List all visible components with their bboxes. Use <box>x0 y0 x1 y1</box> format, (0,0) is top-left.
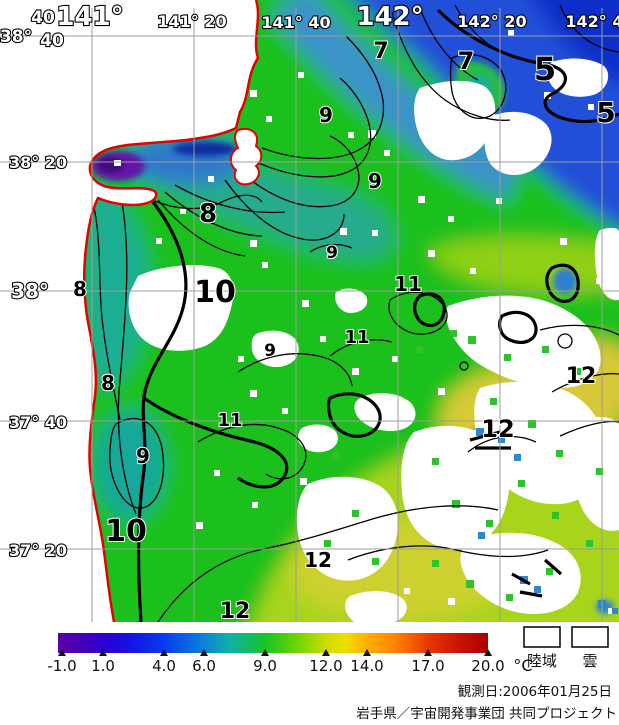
colorbar-tick-mark <box>363 649 371 656</box>
colorbar-tick-label: 12.0 <box>309 657 342 675</box>
contour-label: 10 <box>105 514 147 549</box>
contour-label: 12 <box>220 599 251 624</box>
contour-label: 8 <box>73 277 87 301</box>
longitude-label: 141° 20 <box>157 12 226 31</box>
latitude-label: 38° 20 <box>9 153 67 172</box>
contour-label: 8 <box>199 199 217 229</box>
credit-line: 岩手県／宇宙開発事業団 共同プロジェクト <box>356 706 617 722</box>
corner-label: 38° <box>0 27 32 47</box>
colorbar-tick-label: 9.0 <box>253 657 277 675</box>
longitude-label: 142° <box>356 2 423 32</box>
longitude-label: 142° 40 <box>565 12 619 31</box>
longitude-label: 141° 40 <box>261 13 330 32</box>
latitude-labels: 38° 20 38° 37° 40 37° 20 <box>8 152 68 561</box>
colorbar-unit: °C <box>513 656 532 675</box>
colorbar-tick-label: 1.0 <box>91 657 115 675</box>
contour-label: 12 <box>304 548 332 572</box>
legend-land-box <box>523 626 561 648</box>
contour-label: 9 <box>264 341 276 361</box>
colorbar-tick-labels: -1.0 1.0 4.0 6.0 9.0 12.0 14.0 17.0 20.0 <box>47 649 505 675</box>
latitude-label: 38° <box>11 279 49 303</box>
legend-cloud-box <box>571 626 609 648</box>
contour-label: 11 <box>217 410 242 431</box>
colorbar-tick-label: 4.0 <box>152 657 176 675</box>
colorbar-tick-mark <box>322 649 330 656</box>
contour-label: 7 <box>373 39 388 64</box>
colorbar-tick-mark <box>58 649 66 656</box>
longitude-label: 141° <box>56 2 123 32</box>
colorbar: -1.0 1.0 4.0 6.0 9.0 12.0 14.0 17.0 20.0 °C <box>47 633 533 675</box>
contour-label: 12 <box>481 415 514 443</box>
contour-label: 5 <box>596 96 615 129</box>
observation-date: 観測日:2006年01月25日 <box>458 683 612 700</box>
colorbar-tick-mark <box>99 649 107 656</box>
peninsula <box>230 128 263 186</box>
grid-lines <box>0 8 619 622</box>
land-mass <box>0 0 263 622</box>
colorbar-tick-label: 6.0 <box>192 657 216 675</box>
colorbar-tick-mark <box>160 649 168 656</box>
colorbar-tick-mark <box>261 649 269 656</box>
contour-label: 8 <box>101 371 115 395</box>
contour-label: 12 <box>566 364 597 389</box>
contour-label: 9 <box>368 169 382 193</box>
longitude-label: 142° 20 <box>457 12 526 31</box>
corner-label: 40 <box>40 31 64 51</box>
coastline <box>83 0 260 622</box>
contour-label: 10 <box>194 275 236 310</box>
contour-labels: 5 5 7 7 8 8 8 9 9 9 9 9 10 10 11 11 11 12 12 12 12 <box>72 38 617 625</box>
contour-lines-thick <box>136 8 619 622</box>
colorbar-tick-mark <box>484 649 492 656</box>
contour-label: 9 <box>136 444 150 468</box>
colorbar-gradient <box>58 633 488 653</box>
contour-label: 11 <box>394 272 422 296</box>
colorbar-tick-label: 20.0 <box>471 657 504 675</box>
cloud-layer <box>128 30 619 622</box>
colorbar-tick-label: -1.0 <box>47 657 76 675</box>
colorbar-tick-label: 14.0 <box>350 657 383 675</box>
legend: 陸域 雲 <box>523 626 609 670</box>
colorbar-tick-mark <box>424 649 432 656</box>
contour-label: 11 <box>344 327 369 348</box>
legend-land-label: 陸域 <box>527 652 557 670</box>
latitude-label: 37° 20 <box>9 541 67 560</box>
legend-cloud-label: 雲 <box>582 652 597 670</box>
colorbar-tick-label: 17.0 <box>411 657 444 675</box>
bay-island <box>114 160 121 166</box>
contour-label: 9 <box>319 103 333 127</box>
latitude-label: 37° 40 <box>9 413 67 432</box>
contour-label: 7 <box>458 47 475 75</box>
longitude-labels: 141° 141° 20 141° 40 142° 142° 20 142° 40 <box>55 1 619 33</box>
colorbar-tick-mark <box>200 649 208 656</box>
contour-label: 9 <box>326 243 338 263</box>
corner-label: 40 <box>31 8 55 28</box>
contour-label: 5 <box>534 50 556 88</box>
